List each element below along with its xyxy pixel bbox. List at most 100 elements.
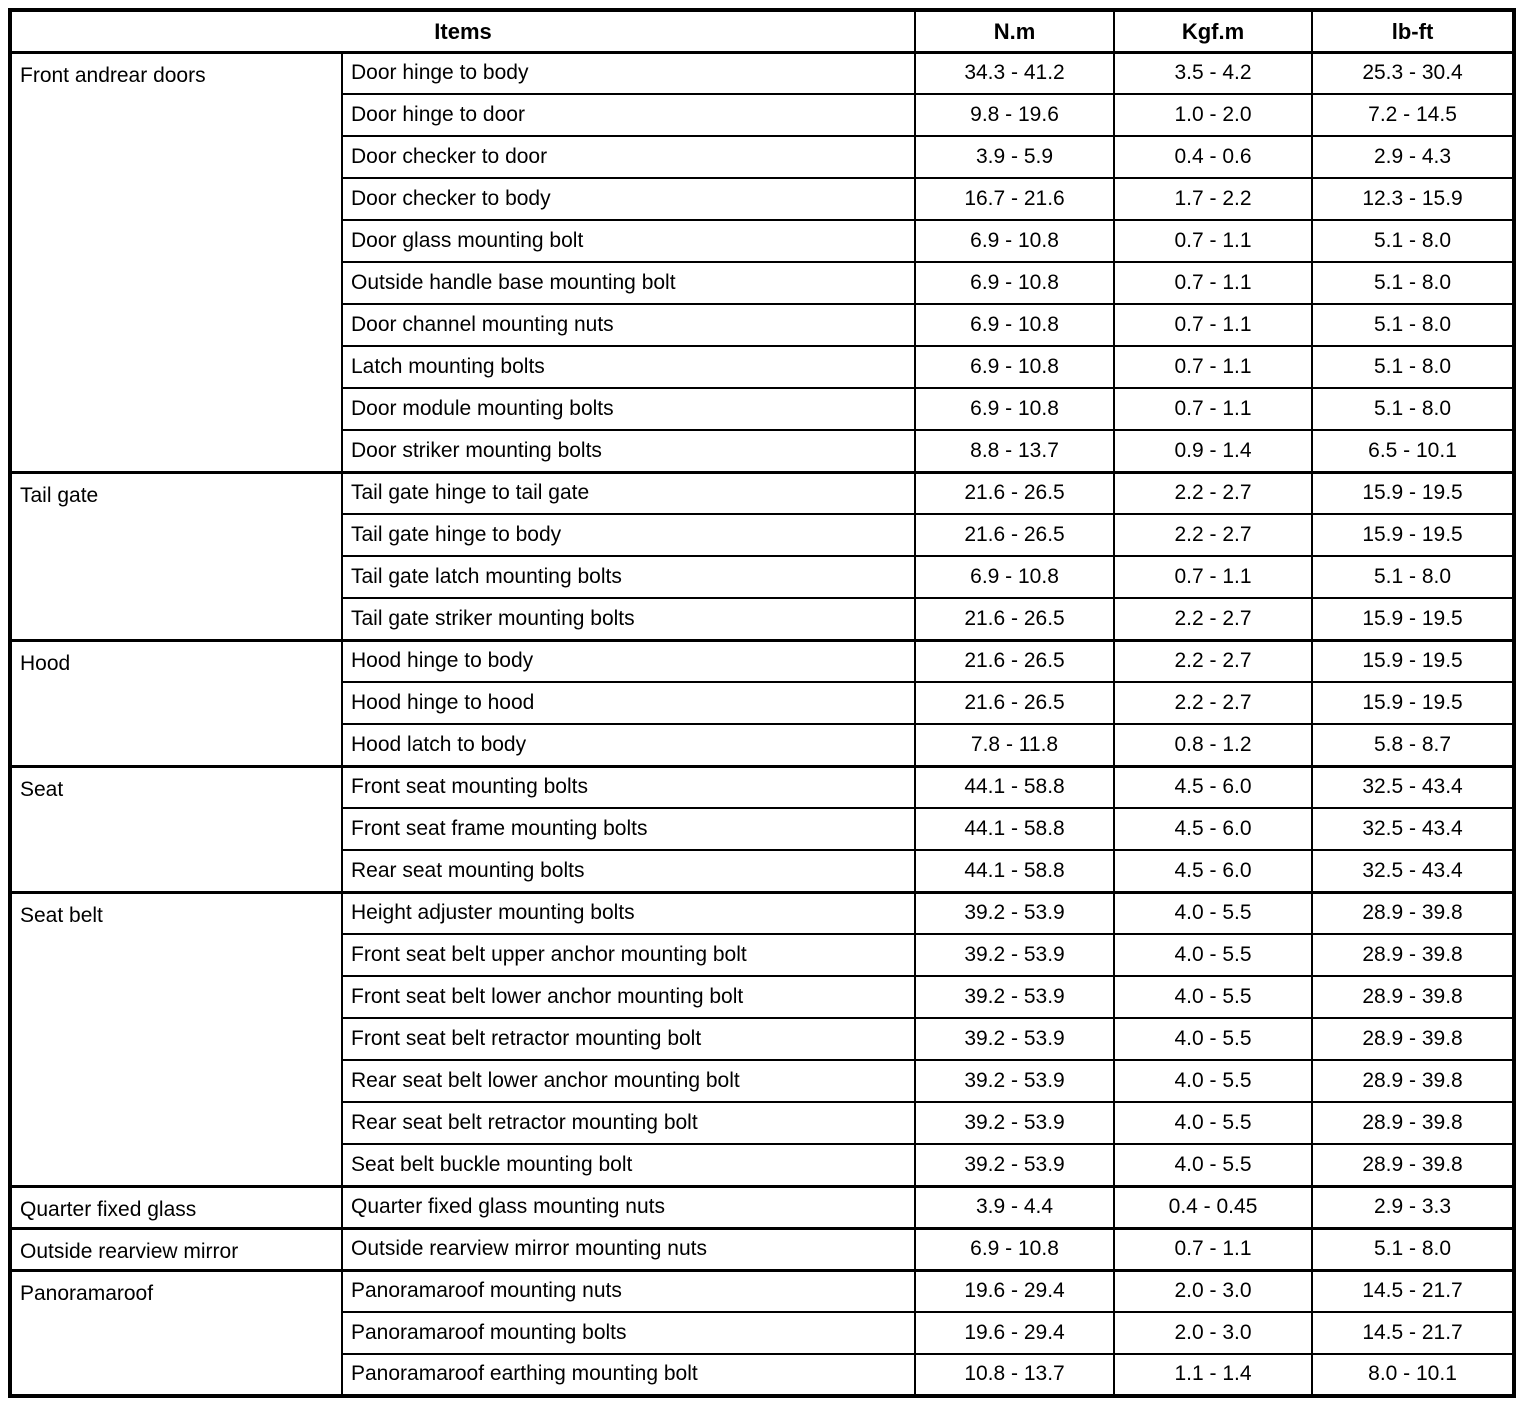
item-cell: Front seat belt lower anchor mounting bo…	[340, 975, 917, 1019]
value-cell-nm: 7.8 - 11.8	[914, 723, 1116, 767]
value-cell-nm: 39.2 - 53.9	[914, 1143, 1116, 1187]
value-cell-nm: 6.9 - 10.8	[914, 303, 1116, 347]
table-row: Door channel mounting nuts 6.9 - 10.8 0.7 …	[10, 303, 1516, 347]
table-row: Rear seat belt lower anchor mounting bol…	[10, 1059, 1516, 1103]
table-row: Seat Front seat mounting bolts 44.1 - 58.8…	[9, 764, 1516, 893]
value-cell-kgfm: 2.2 - 2.7	[1113, 597, 1314, 641]
value-cell-nm: 44.1 - 58.8	[914, 807, 1116, 851]
value-cell-kgfm: 1.1 - 1.4	[1113, 1353, 1314, 1397]
table-row: Door checker to door 3.9 - 5.9 0.4 - 0.6 2.…	[10, 135, 1516, 179]
item-cell: Panoramaroof earthing mounting bolt	[340, 1353, 917, 1397]
table-row: Tail gate Tail gate hinge to tail gate 21.…	[9, 470, 1516, 641]
value-cell-nm: 39.2 - 53.9	[914, 933, 1116, 977]
value-cell-lbft: 5.1 - 8.0	[1311, 261, 1516, 305]
category-cell: Panoramaroof	[9, 1268, 343, 1397]
table-row: Front seat frame mounting bolts 44.1 - 58…	[10, 807, 1516, 851]
table-row: Hood latch to body 7.8 - 11.8 0.8 - 1.2 5.8…	[10, 723, 1516, 767]
value-cell-lbft: 15.9 - 19.5	[1311, 470, 1516, 515]
table-row: Front andrear doors Door hinge to body 34.…	[9, 50, 1516, 473]
table-row: Tail gate latch mounting bolts 6.9 - 10.8…	[10, 555, 1516, 599]
item-cell: Door module mounting bolts	[340, 387, 917, 431]
value-cell-nm: 21.6 - 26.5	[914, 597, 1116, 641]
category-cell: Seat	[9, 764, 343, 893]
value-cell-lbft: 32.5 - 43.4	[1311, 764, 1516, 809]
value-cell-lbft: 5.1 - 8.0	[1311, 555, 1516, 599]
value-cell-nm: 39.2 - 53.9	[914, 890, 1116, 935]
value-cell-nm: 9.8 - 19.6	[914, 93, 1116, 137]
value-cell-nm: 6.9 - 10.8	[914, 219, 1116, 263]
value-cell-kgfm: 0.7 - 1.1	[1113, 261, 1314, 305]
value-cell-kgfm: 3.5 - 4.2	[1113, 50, 1314, 95]
item-cell: Quarter fixed glass mounting nuts	[340, 1184, 917, 1229]
item-cell: Outside rearview mirror mounting nuts	[340, 1226, 917, 1271]
item-cell: Tail gate hinge to body	[340, 513, 917, 557]
table-row: Front seat belt retractor mounting bolt 3…	[10, 1017, 1516, 1061]
value-cell-nm: 6.9 - 10.8	[914, 261, 1116, 305]
value-cell-nm: 19.6 - 29.4	[914, 1268, 1116, 1313]
category-cell: Front andrear doors	[9, 50, 343, 473]
value-cell-nm: 39.2 - 53.9	[914, 975, 1116, 1019]
table-row: Quarter fixed glass Quarter fixed glass m…	[9, 1184, 1516, 1229]
value-cell-lbft: 28.9 - 39.8	[1311, 1143, 1516, 1187]
table-row: Panoramaroof Panoramaroof mounting nuts 19…	[9, 1268, 1516, 1397]
table-row: Door striker mounting bolts 8.8 - 13.7 0.9…	[10, 429, 1516, 473]
category-cell: Tail gate	[9, 470, 343, 641]
value-cell-nm: 10.8 - 13.7	[914, 1353, 1116, 1397]
item-cell: Door hinge to body	[340, 50, 917, 95]
torque-spec-table: Items N.m Kgf.m lb-ft Front andrear door…	[8, 8, 1517, 1398]
value-cell-kgfm: 0.4 - 0.45	[1113, 1184, 1314, 1229]
item-cell: Rear seat belt lower anchor mounting bol…	[340, 1059, 917, 1103]
value-cell-nm: 39.2 - 53.9	[914, 1101, 1116, 1145]
value-cell-kgfm: 4.0 - 5.5	[1113, 890, 1314, 935]
value-cell-kgfm: 4.0 - 5.5	[1113, 933, 1314, 977]
table-row: Hood Hood hinge to body 21.6 - 26.5 2.2 - 2…	[9, 638, 1516, 767]
item-cell: Rear seat belt retractor mounting bolt	[340, 1101, 917, 1145]
value-cell-kgfm: 4.0 - 5.5	[1113, 975, 1314, 1019]
table-row: Panoramaroof mounting bolts 19.6 - 29.4 2.…	[10, 1311, 1516, 1355]
value-cell-kgfm: 0.4 - 0.6	[1113, 135, 1314, 179]
value-cell-lbft: 7.2 - 14.5	[1311, 93, 1516, 137]
category-cell: Hood	[9, 638, 343, 767]
table-row: Rear seat belt retractor mounting bolt 39…	[10, 1101, 1516, 1145]
table-row: Seat belt Height adjuster mounting bolts 3…	[9, 890, 1516, 1187]
value-cell-lbft: 15.9 - 19.5	[1311, 681, 1516, 725]
value-cell-kgfm: 2.2 - 2.7	[1113, 513, 1314, 557]
table-row: Outside rearview mirror Outside rearview …	[9, 1226, 1516, 1271]
value-cell-kgfm: 2.0 - 3.0	[1113, 1311, 1314, 1355]
item-cell: Panoramaroof mounting nuts	[340, 1268, 917, 1313]
item-cell: Tail gate hinge to tail gate	[340, 470, 917, 515]
table-row: Rear seat mounting bolts 44.1 - 58.8 4.5 -…	[10, 849, 1516, 893]
value-cell-nm: 44.1 - 58.8	[914, 849, 1116, 893]
header-row: Items N.m Kgf.m lb-ft	[8, 9, 1516, 53]
value-cell-kgfm: 4.0 - 5.5	[1113, 1143, 1314, 1187]
category-cell: Seat belt	[9, 890, 343, 1187]
value-cell-kgfm: 1.7 - 2.2	[1113, 177, 1314, 221]
item-cell: Door checker to door	[340, 135, 917, 179]
item-cell: Hood hinge to body	[340, 638, 917, 683]
value-cell-kgfm: 0.7 - 1.1	[1113, 219, 1314, 263]
item-cell: Seat belt buckle mounting bolt	[340, 1143, 917, 1187]
value-cell-nm: 3.9 - 4.4	[914, 1184, 1116, 1229]
column-header-kgfm: Kgf.m	[1113, 9, 1314, 53]
item-cell: Hood latch to body	[340, 723, 917, 767]
value-cell-lbft: 28.9 - 39.8	[1311, 1101, 1516, 1145]
value-cell-lbft: 12.3 - 15.9	[1311, 177, 1516, 221]
value-cell-lbft: 5.1 - 8.0	[1311, 1226, 1516, 1271]
category-cell: Quarter fixed glass	[9, 1184, 343, 1229]
value-cell-lbft: 32.5 - 43.4	[1311, 807, 1516, 851]
value-cell-kgfm: 4.5 - 6.0	[1113, 807, 1314, 851]
value-cell-nm: 6.9 - 10.8	[914, 387, 1116, 431]
value-cell-kgfm: 0.7 - 1.1	[1113, 555, 1314, 599]
value-cell-kgfm: 4.0 - 5.5	[1113, 1059, 1314, 1103]
value-cell-lbft: 5.1 - 8.0	[1311, 219, 1516, 263]
value-cell-nm: 21.6 - 26.5	[914, 638, 1116, 683]
item-cell: Front seat frame mounting bolts	[340, 807, 917, 851]
value-cell-kgfm: 4.0 - 5.5	[1113, 1101, 1314, 1145]
value-cell-nm: 16.7 - 21.6	[914, 177, 1116, 221]
value-cell-lbft: 5.1 - 8.0	[1311, 387, 1516, 431]
value-cell-nm: 6.9 - 10.8	[914, 555, 1116, 599]
value-cell-nm: 39.2 - 53.9	[914, 1059, 1116, 1103]
table-row: Hood hinge to hood 21.6 - 26.5 2.2 - 2.7 15…	[10, 681, 1516, 725]
value-cell-lbft: 5.1 - 8.0	[1311, 345, 1516, 389]
